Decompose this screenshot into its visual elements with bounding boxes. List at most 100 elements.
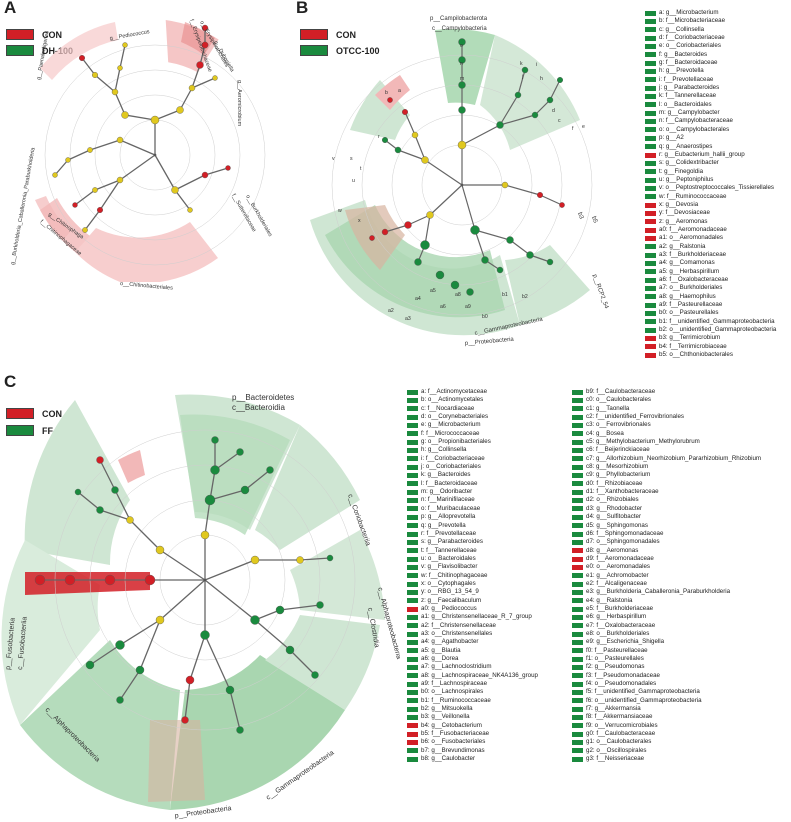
legend-swatch (407, 398, 418, 404)
key-c2-item-d7: d7: o__Sphingomonadales (572, 538, 761, 546)
key-c2-item-c0: c0: o__Caulobacterales (572, 396, 761, 404)
legend-text: b3: g__Terrimicrobium (659, 334, 721, 342)
key-c1-item-o: o: f__Muribaculaceae (407, 505, 538, 513)
legend-swatch (645, 19, 656, 25)
cladogram-a-branches (54, 28, 229, 231)
key-c1-item-a6: a6: g__Dorea (407, 655, 538, 663)
key-c2-item-f1: f1: o__Pasteurellales (572, 655, 761, 663)
legend-text: c: f__Nocardiaceae (421, 404, 475, 412)
code-b-u: u (352, 178, 355, 184)
cladogram-c-shading (1, 394, 385, 810)
legend-swatch (645, 69, 656, 75)
legend-text: a4: g__Comamonas (659, 259, 715, 267)
legend-key-c1: a: f__Actinomycetaceae b: o__Actinomyceta… (407, 388, 538, 763)
legend-swatch (572, 706, 583, 712)
legend-swatch (572, 606, 583, 612)
legend-swatch (407, 514, 418, 520)
cladogram-b: p__Campilobacterota c__Campylobacteria p… (310, 16, 609, 347)
cladogram-a-shading (35, 20, 219, 282)
legend-text: b2: g__Mitsuokella (421, 705, 473, 713)
key-c1-item-x: x: o__Cytophagales (407, 580, 538, 588)
legend-text: b3: g__Veillonella (421, 713, 470, 721)
legend-text: p: g__Alloprevotella (421, 513, 476, 521)
legend-text: a6: g__Dorea (421, 655, 459, 662)
legend-swatch (407, 673, 418, 679)
legend-text: d4: g__Sulfitobacter (586, 513, 642, 521)
legend-swatch (645, 27, 656, 33)
legend-swatch (407, 506, 418, 512)
legend-text: z: g__Faecalibaculum (421, 596, 482, 604)
legend-swatch (645, 44, 656, 50)
code-b-r: r (378, 134, 380, 140)
legend-text: t: g__Finegoldia (659, 167, 704, 175)
code-b-a9: a9 (465, 304, 471, 310)
panel-letter-b: B (296, 0, 309, 17)
legend-text: f7: g__Akkermansia (586, 705, 641, 713)
legend-swatch (572, 748, 583, 754)
key-b-item-a2: a2: g__Ralstonia (645, 243, 776, 251)
legend-swatch (572, 715, 583, 721)
legend-swatch (407, 489, 418, 495)
key-b-item-b2: b2: o__unidentified_Gammaproteobacteria (645, 326, 776, 334)
key-c2-item-c5: c5: g__Methylobacterium_Methylorubrum (572, 438, 761, 446)
key-b-item-b1: b1: f__unidentified_Gammaproteobacteria (645, 318, 776, 326)
legend-con-c: CON (6, 408, 62, 419)
key-c2-item-b9: b9: f__Caulobacteraceae (572, 388, 761, 396)
legend-swatch (407, 548, 418, 554)
cladogram-b-branches (384, 42, 563, 271)
legend-text: g: f__Bacteroidaceae (659, 59, 718, 67)
key-c2-item-f2: f2: g__Pseudomonas (572, 663, 761, 671)
legend-swatch (645, 294, 656, 300)
legend-swatch (407, 698, 418, 704)
code-b-a2: a2 (388, 308, 394, 314)
key-c1-item-b3: b3: g__Veillonella (407, 713, 538, 721)
legend-text: u: o__Bacteroidales (421, 554, 476, 562)
legend-text: a3: f__Burkholderiaceae (659, 250, 727, 258)
key-b-item-w: w: f__Ruminococcaceae (645, 193, 776, 201)
code-b-x: x (358, 218, 361, 224)
legend-text: e5: f__Burkholderiaceae (586, 604, 654, 612)
legend-swatch (645, 185, 656, 191)
legend-swatch (645, 311, 656, 317)
legend-swatch (645, 352, 656, 358)
code-b-s: s (350, 156, 353, 162)
legend-swatch (572, 639, 583, 645)
key-b-item-a6: a6: f__Oxalobacteraceae (645, 276, 776, 284)
key-c2-item-f7: f7: g__Akkermansia (572, 705, 761, 713)
legend-swatch (407, 556, 418, 562)
legend-text: t: f__Tannerellaceae (421, 546, 477, 554)
cladogram-c-branches (40, 440, 331, 731)
legend-swatch (407, 423, 418, 429)
legend-text: j: g__Parabacteroides (659, 84, 720, 92)
legend-swatch (572, 406, 583, 412)
legend-swatch (645, 252, 656, 258)
key-c1-item-b7: b7: g__Brevundimonas (407, 747, 538, 755)
legend-swatch (572, 698, 583, 704)
label-a-5: g__Aeromicrobium (236, 80, 242, 127)
legend-swatch (572, 498, 583, 504)
label-a-8: o__Chitinobacteriales (120, 281, 173, 292)
key-b-item-u: u: g__Peptoniphilus (645, 176, 776, 184)
legend-key-b: a: g__Microbacterium b: f__Microbacteriac… (645, 9, 776, 359)
key-c2-item-g2: g2: o__Oscillospirales (572, 747, 761, 755)
key-c2-item-e2: e2: f__Alcaligenaceae (572, 580, 761, 588)
key-c1-item-b: b: o__Actinomycetales (407, 396, 538, 404)
legend-swatch (645, 60, 656, 66)
legend-text: d2: o__Rhizobiales (586, 496, 639, 504)
legend-swatch (407, 740, 418, 746)
legend-text: a2: f__Christensenellaceae (421, 621, 496, 629)
legend-text: h: g__Prevotella (659, 67, 704, 75)
legend-swatch (407, 498, 418, 504)
legend-text: i: f__Coriobacteriaceae (421, 454, 485, 462)
legend-text: c9: g__Phyllobacterium (586, 471, 651, 479)
key-b-item-b4: b4: f__Terrimicrobiaceae (645, 343, 776, 351)
legend-swatch (407, 606, 418, 612)
legend-text: d0: f__Rhizobiaceae (586, 479, 643, 487)
key-b-item-a3: a3: f__Burkholderiaceae (645, 251, 776, 259)
legend-swatch (572, 431, 583, 437)
key-c2-item-c1: c1: g__Taonella (572, 405, 761, 413)
legend-swatch (572, 573, 583, 579)
legend-swatch (407, 723, 418, 729)
label-b-5: b3 (576, 212, 584, 221)
legend-text: v: g__Flavisolibacter (421, 563, 478, 571)
